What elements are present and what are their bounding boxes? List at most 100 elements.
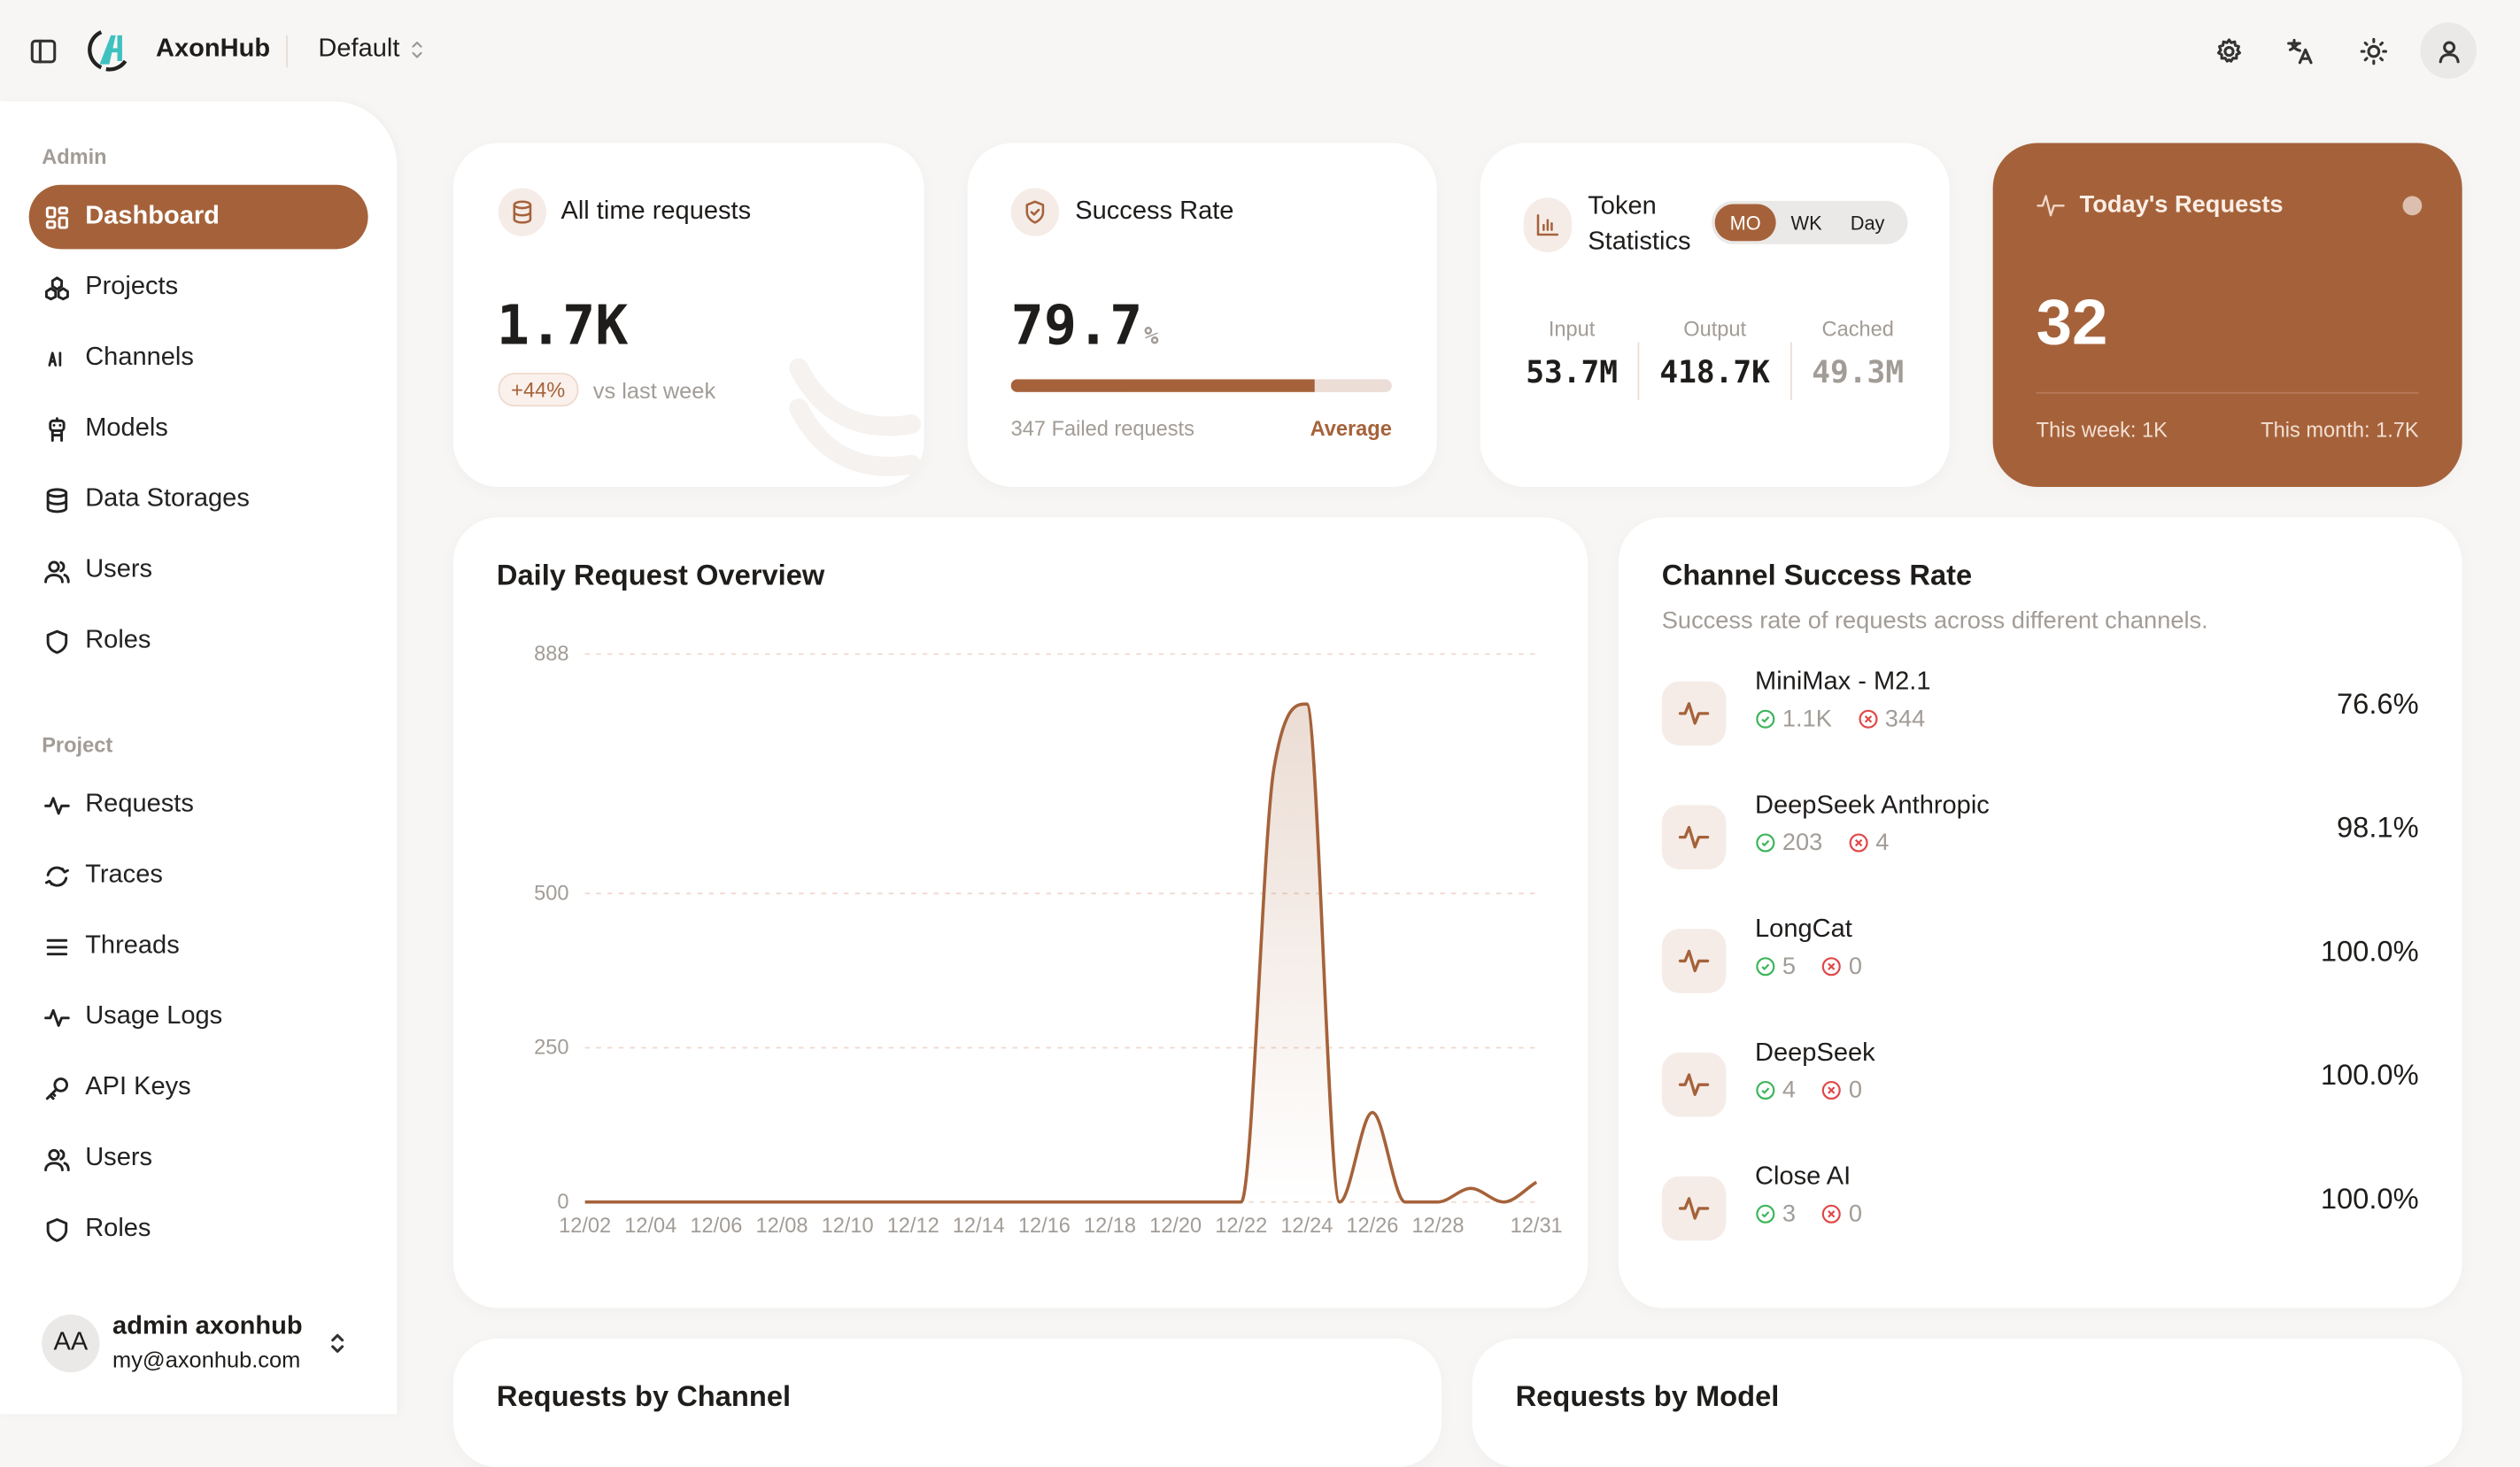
sidebar-item-project-users[interactable]: Users	[29, 1126, 368, 1191]
data-point-12/02[interactable]	[576, 1193, 595, 1212]
sidebar-item-admin-data-storages[interactable]: Data Storages	[29, 467, 368, 532]
avatar: AA	[42, 1314, 100, 1373]
all-time-requests-card: All time requests 1.7K +44% vs last week	[452, 143, 924, 487]
todays-requests-card: Today's Requests 32 This week: 1K This m…	[1992, 143, 2462, 487]
data-point-12/20[interactable]	[1166, 1193, 1186, 1212]
period-wk[interactable]: WK	[1790, 211, 1822, 235]
sidebar-item-admin-roles[interactable]: Roles	[29, 609, 368, 674]
sidebar-item-admin-channels[interactable]: Channels	[29, 326, 368, 390]
channel-stats: 1.1K 344	[1755, 706, 1925, 733]
period-mo[interactable]: MO	[1714, 204, 1776, 242]
sidebar-item-label: Usage Logs	[85, 1002, 223, 1031]
data-point-12/24[interactable]	[1297, 694, 1317, 714]
x-tick-label: 12/28	[1412, 1214, 1465, 1237]
activity-icon	[2037, 191, 2066, 220]
data-point-12/05[interactable]	[674, 1193, 693, 1212]
data-point-12/22[interactable]	[1232, 1193, 1251, 1212]
project-selector-label: Default	[318, 35, 400, 63]
failed-count: 0	[1848, 953, 1863, 981]
data-point-12/19[interactable]	[1133, 1193, 1153, 1212]
sidebar-item-project-requests[interactable]: Requests	[29, 773, 368, 838]
failed-x-icon	[1858, 708, 1879, 730]
shield-check-icon	[1010, 188, 1060, 236]
projects-icon	[43, 274, 85, 301]
data-point-12/17[interactable]	[1068, 1193, 1087, 1212]
data-point-12/10[interactable]	[838, 1193, 857, 1212]
data-point-12/11[interactable]	[870, 1193, 890, 1212]
x-tick-label: 12/22	[1215, 1214, 1267, 1237]
sidebar-item-label: Projects	[85, 273, 179, 301]
chevron-up-down-icon	[409, 39, 423, 61]
area-fill	[584, 704, 1537, 1202]
sidebar-item-admin-users[interactable]: Users	[29, 538, 368, 603]
sidebar: Admin Dashboard Projects Channels Models Dat…	[0, 101, 398, 1415]
users-icon	[43, 1145, 85, 1172]
language-icon[interactable]	[2285, 37, 2315, 66]
failed-count: 4	[1875, 829, 1890, 857]
sidebar-item-admin-models[interactable]: Models	[29, 397, 368, 461]
sidebar-item-admin-dashboard[interactable]: Dashboard	[28, 184, 368, 250]
activity-icon	[1661, 805, 1727, 869]
success-rate-value: 79.7 %	[1011, 294, 1159, 359]
user-profile-menu[interactable]: AA admin axonhub my@axonhub.com	[42, 1311, 363, 1376]
data-point-12/26[interactable]	[1363, 1103, 1382, 1123]
card-title: Today's Requests	[2079, 190, 2284, 219]
data-point-12/04[interactable]	[641, 1193, 661, 1212]
data-point-12/03[interactable]	[608, 1193, 628, 1212]
x-tick-label: 12/12	[887, 1214, 939, 1237]
todays-value: 32	[2036, 287, 2108, 359]
data-point-12/09[interactable]	[805, 1193, 824, 1212]
data-point-12/29[interactable]	[1461, 1178, 1480, 1198]
data-point-12/15[interactable]	[1001, 1193, 1021, 1212]
sidebar-item-project-roles[interactable]: Roles	[29, 1197, 368, 1262]
y-tick-label: 250	[534, 1036, 568, 1059]
sidebar-item-admin-projects[interactable]: Projects	[29, 256, 368, 320]
sidebar-item-label: Models	[85, 414, 168, 443]
user-menu-button[interactable]	[2420, 22, 2477, 79]
data-point-12/25[interactable]	[1330, 1193, 1349, 1212]
data-point-12/12[interactable]	[903, 1193, 923, 1212]
sidebar-item-project-usage-logs[interactable]: Usage Logs	[29, 985, 368, 1050]
sidebar-toggle-icon[interactable]	[29, 37, 58, 66]
data-point-12/21[interactable]	[1199, 1193, 1218, 1212]
settings-icon[interactable]	[2215, 37, 2244, 66]
channel-success-rate: 76.6%	[2336, 687, 2419, 721]
key-icon	[43, 1074, 85, 1101]
sidebar-item-project-threads[interactable]: Threads	[29, 915, 368, 979]
success-rate-number: 79.7	[1010, 294, 1143, 359]
data-point-12/07[interactable]	[739, 1193, 759, 1212]
data-point-12/27[interactable]	[1395, 1193, 1415, 1212]
sidebar-item-label: Threads	[85, 931, 180, 960]
period-day[interactable]: Day	[1850, 211, 1885, 235]
theme-sun-icon[interactable]	[2359, 37, 2388, 66]
requests-by-model-card: Requests by Model	[1472, 1338, 2462, 1467]
data-point-12/28[interactable]	[1428, 1193, 1448, 1212]
channel-row: Close AI 3 0 100.0%	[1661, 1163, 2419, 1247]
data-point-12/18[interactable]	[1101, 1193, 1120, 1212]
project-selector[interactable]: Default	[318, 35, 423, 65]
chevron-up-down-icon	[328, 1331, 347, 1356]
sidebar-item-label: Roles	[85, 626, 151, 654]
output-label: Output	[1683, 316, 1747, 341]
data-point-12/16[interactable]	[1035, 1193, 1055, 1212]
menu-icon	[43, 933, 85, 961]
data-point-12/13[interactable]	[936, 1193, 955, 1212]
sidebar-item-label: Users	[85, 1144, 153, 1172]
channel-success-rate: 100.0%	[2320, 1182, 2419, 1216]
data-point-12/06[interactable]	[707, 1193, 726, 1212]
y-tick-label: 888	[534, 642, 568, 665]
sidebar-item-project-traces[interactable]: Traces	[29, 844, 368, 908]
sidebar-item-label: Roles	[85, 1215, 151, 1243]
data-point-12/30[interactable]	[1494, 1193, 1513, 1212]
cached-label: Cached	[1821, 316, 1894, 341]
progress-fill	[1010, 379, 1315, 392]
sidebar-item-project-api-keys[interactable]: API Keys	[29, 1055, 368, 1120]
data-point-12/08[interactable]	[772, 1193, 792, 1212]
channel-success-rate: 100.0%	[2320, 1059, 2419, 1092]
data-point-12/14[interactable]	[969, 1193, 988, 1212]
data-point-12/31[interactable]	[1527, 1172, 1546, 1192]
failed-count: 344	[1884, 705, 1926, 733]
data-point-12/23[interactable]	[1264, 759, 1284, 778]
period-toggle: MO WK Day	[1712, 200, 1908, 244]
channel-success-rate: 98.1%	[2336, 811, 2419, 844]
